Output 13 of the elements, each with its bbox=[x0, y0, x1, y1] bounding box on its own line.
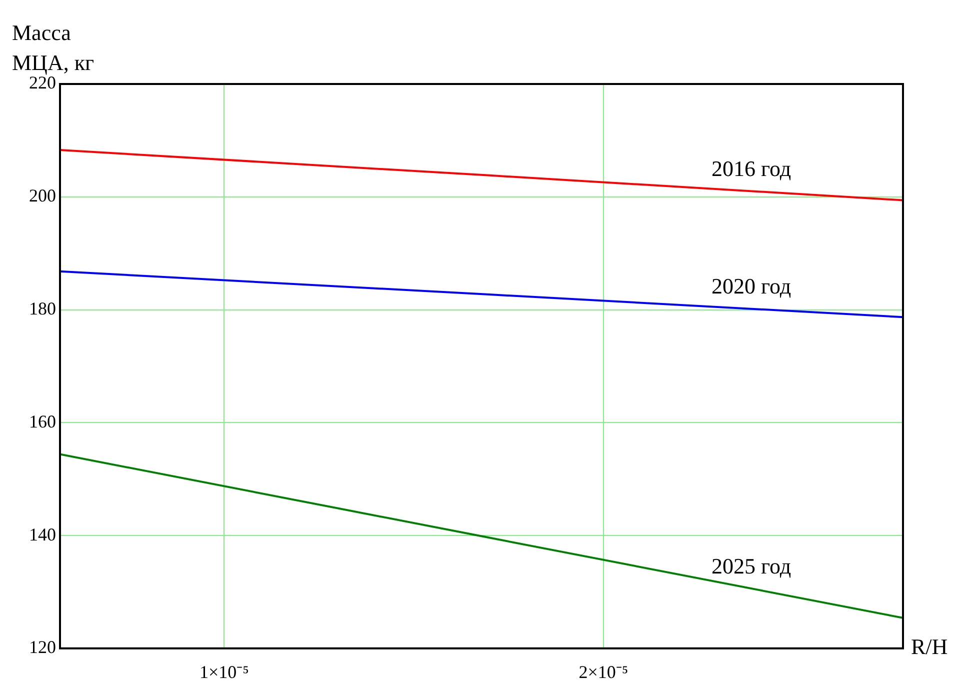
y-tick-label: 120 bbox=[29, 637, 56, 658]
series-label: 2016 год bbox=[711, 156, 792, 181]
y-tick-label: 160 bbox=[29, 411, 56, 432]
series-label: 2020 год bbox=[711, 274, 792, 299]
series-label: 2025 год bbox=[711, 553, 792, 578]
y-tick-label: 140 bbox=[29, 524, 56, 544]
x-axis-title: R/H bbox=[911, 634, 948, 660]
y-tick-label: 180 bbox=[29, 298, 56, 318]
y-axis-title: Масса МЦА, кг bbox=[12, 20, 94, 75]
y-tick-label: 220 bbox=[29, 72, 56, 93]
x-tick-label: 1×10⁻⁵ bbox=[199, 662, 249, 682]
y-tick-label: 200 bbox=[29, 186, 56, 206]
x-tick-label: 2×10⁻⁵ bbox=[578, 662, 628, 682]
